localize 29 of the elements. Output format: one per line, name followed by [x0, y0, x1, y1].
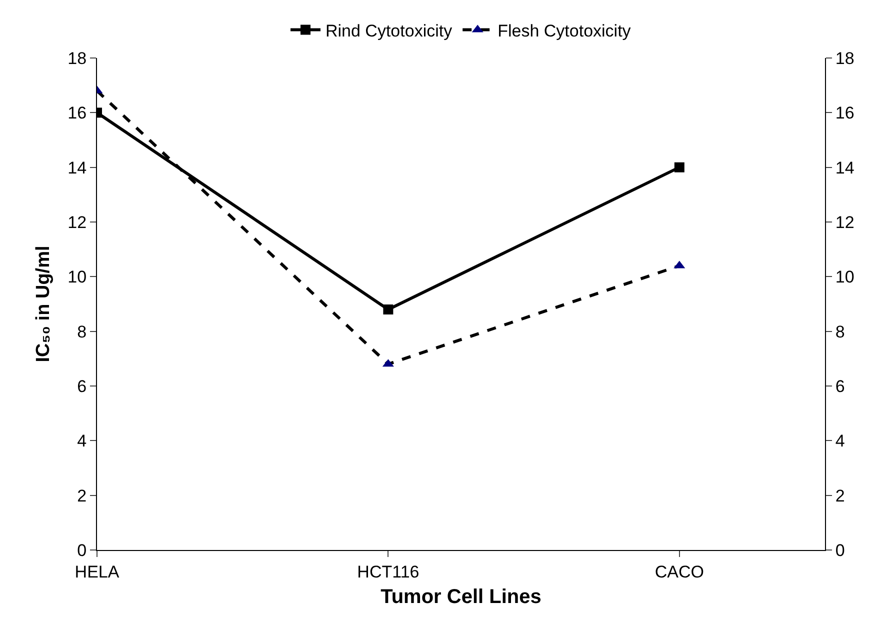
- legend-label: Flesh Cytotoxicity: [498, 21, 632, 40]
- y-tick-label: 18: [68, 48, 87, 68]
- y2-tick-label: 12: [835, 212, 854, 232]
- y2-tick-label: 8: [835, 322, 845, 342]
- x-tick-label: CACO: [654, 562, 704, 582]
- legend-label: Rind Cytotoxicity: [326, 21, 453, 40]
- point: [383, 304, 394, 314]
- y-tick-label: 16: [68, 104, 87, 123]
- y-tick-label: 0: [77, 540, 87, 560]
- y-tick-label: 4: [77, 432, 87, 451]
- x-tick-label: HELA: [74, 562, 120, 582]
- y-tick-label: 12: [68, 212, 87, 232]
- y2-tick-label: 0: [835, 540, 845, 560]
- y2-tick-label: 4: [835, 432, 845, 451]
- y2-tick-label: 16: [835, 104, 854, 123]
- y2-tick-label: 6: [835, 376, 845, 396]
- y-tick-label: 2: [77, 486, 87, 506]
- y2-tick-label: 2: [835, 486, 845, 506]
- y2-tick-label: 10: [835, 268, 854, 287]
- y2-tick-label: 14: [835, 158, 854, 178]
- y-tick-label: 8: [77, 322, 87, 342]
- y2-tick-label: 18: [835, 48, 854, 68]
- y-tick-label: 10: [68, 268, 87, 287]
- y-tick-label: 6: [77, 376, 87, 396]
- x-tick-label: HCT116: [357, 562, 420, 582]
- x-axis-title: Tumor Cell Lines: [380, 586, 542, 608]
- point: [674, 162, 684, 172]
- y-axis-title: IC₅₀ in Ug/ml: [33, 246, 54, 362]
- y-tick-label: 14: [68, 158, 87, 178]
